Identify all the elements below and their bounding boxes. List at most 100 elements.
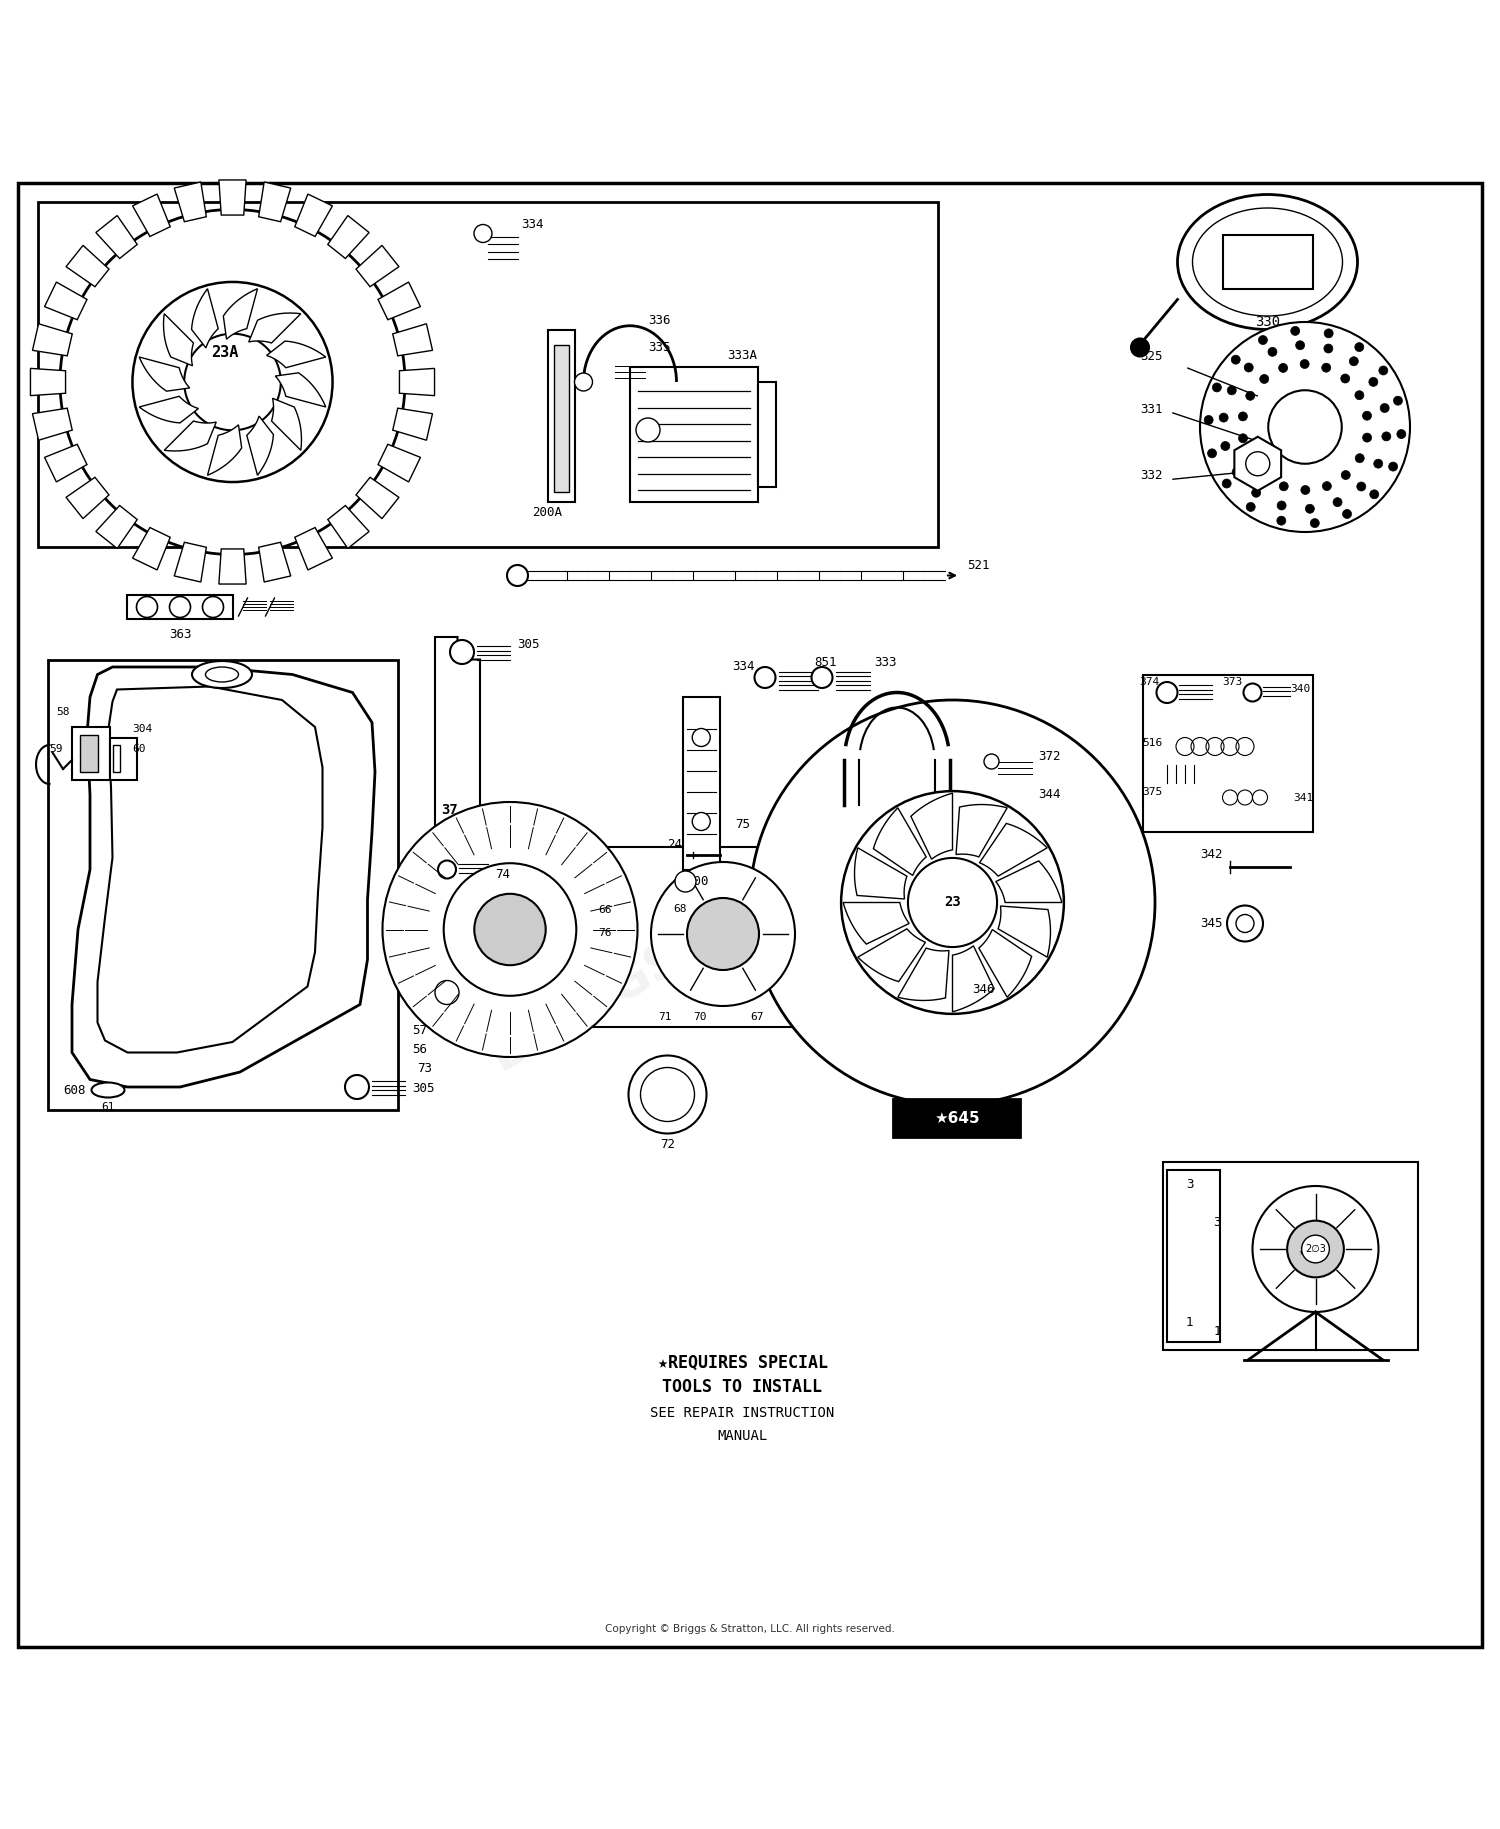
Circle shape (1246, 454, 1256, 463)
Polygon shape (140, 397, 198, 422)
Text: 1: 1 (1185, 1317, 1194, 1330)
Text: 345: 345 (1200, 916, 1222, 929)
Polygon shape (296, 194, 333, 236)
Text: 2∅3: 2∅3 (1305, 1244, 1326, 1255)
Polygon shape (33, 324, 72, 357)
Text: 200: 200 (686, 874, 708, 889)
Circle shape (60, 210, 405, 554)
Circle shape (1354, 391, 1364, 401)
Bar (554, 344, 568, 492)
Circle shape (1268, 348, 1276, 357)
Text: 341: 341 (1293, 792, 1314, 803)
Bar (1167, 1169, 1219, 1342)
Polygon shape (72, 668, 375, 1086)
Bar (112, 744, 120, 772)
Polygon shape (132, 527, 170, 571)
Text: 73: 73 (417, 1063, 432, 1075)
Bar (892, 1099, 1020, 1136)
Text: 521: 521 (968, 558, 990, 571)
Circle shape (1236, 914, 1254, 933)
Circle shape (1300, 485, 1310, 494)
Polygon shape (140, 357, 189, 391)
Bar (1162, 1161, 1418, 1350)
Text: 56: 56 (413, 1043, 428, 1055)
Circle shape (1350, 357, 1359, 366)
Circle shape (1258, 335, 1268, 344)
Text: 1: 1 (1214, 1324, 1221, 1339)
Polygon shape (980, 929, 1032, 997)
Polygon shape (33, 408, 72, 441)
Circle shape (1300, 360, 1310, 368)
Polygon shape (378, 444, 420, 481)
Ellipse shape (192, 660, 252, 688)
Polygon shape (224, 289, 258, 338)
Polygon shape (132, 194, 170, 236)
Polygon shape (356, 245, 399, 287)
Polygon shape (174, 541, 207, 582)
Circle shape (1324, 329, 1334, 338)
Text: 59: 59 (50, 744, 63, 755)
Text: ★645: ★645 (934, 1110, 980, 1127)
Text: 332: 332 (1140, 468, 1162, 481)
Bar (48, 660, 398, 1110)
Circle shape (474, 225, 492, 243)
Circle shape (1370, 377, 1378, 386)
Circle shape (1245, 452, 1269, 476)
Text: 375: 375 (1143, 786, 1162, 796)
Text: 516: 516 (1143, 739, 1162, 748)
Circle shape (345, 1075, 369, 1099)
Text: MANUAL: MANUAL (717, 1428, 768, 1443)
Text: ★REQUIRES SPECIAL: ★REQUIRES SPECIAL (657, 1353, 828, 1372)
Polygon shape (952, 946, 994, 1011)
Text: 334: 334 (522, 218, 543, 230)
Circle shape (136, 596, 158, 618)
Text: 57: 57 (413, 1024, 428, 1037)
Circle shape (438, 860, 456, 878)
Circle shape (984, 754, 999, 768)
Polygon shape (855, 849, 907, 900)
Text: 342: 342 (1200, 849, 1222, 861)
Text: 340: 340 (1290, 684, 1311, 695)
Circle shape (1156, 682, 1178, 702)
Polygon shape (843, 902, 909, 944)
Ellipse shape (206, 668, 238, 682)
Text: 23: 23 (944, 896, 962, 909)
Text: 68: 68 (674, 904, 687, 913)
Text: 373: 373 (1222, 677, 1242, 688)
Bar (128, 594, 232, 618)
Polygon shape (258, 183, 291, 221)
Polygon shape (207, 424, 242, 476)
Circle shape (842, 792, 1064, 1013)
Circle shape (1252, 1185, 1378, 1311)
Circle shape (1324, 344, 1334, 353)
Polygon shape (328, 505, 369, 549)
Polygon shape (66, 477, 110, 519)
Circle shape (1221, 441, 1230, 450)
Circle shape (1246, 503, 1256, 512)
Circle shape (636, 419, 660, 443)
Polygon shape (30, 368, 66, 395)
Text: 331: 331 (1140, 402, 1162, 415)
Ellipse shape (1178, 194, 1358, 329)
Circle shape (1362, 433, 1371, 443)
Circle shape (692, 812, 711, 830)
Bar (72, 726, 110, 779)
Bar (110, 737, 136, 779)
Bar (80, 735, 98, 772)
Text: 74: 74 (495, 867, 510, 880)
Bar (592, 847, 832, 1028)
Circle shape (1131, 338, 1149, 357)
Polygon shape (164, 315, 194, 366)
Circle shape (202, 596, 223, 618)
Circle shape (1276, 501, 1286, 510)
Circle shape (1260, 472, 1269, 479)
Bar (682, 697, 720, 869)
Text: 336: 336 (648, 315, 670, 327)
Circle shape (1246, 391, 1256, 401)
Circle shape (1334, 497, 1342, 507)
Polygon shape (96, 216, 136, 258)
Polygon shape (267, 340, 326, 368)
Polygon shape (219, 549, 246, 583)
Circle shape (675, 871, 696, 893)
Polygon shape (98, 686, 322, 1052)
